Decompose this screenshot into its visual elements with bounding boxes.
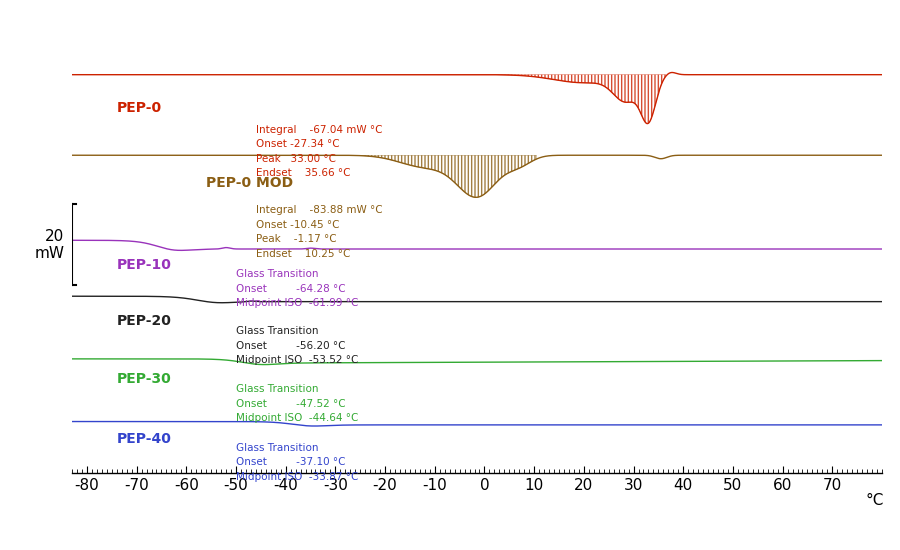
Text: Integral    -83.88 mW °C
Onset -10.45 °C
Peak    -1.17 °C
Endset    10.25 °C: Integral -83.88 mW °C Onset -10.45 °C Pe…	[256, 205, 382, 258]
Text: Glass Transition
Onset         -37.10 °C
Midpoint ISO  -33.87 °C: Glass Transition Onset -37.10 °C Midpoin…	[236, 443, 358, 482]
Text: PEP-0 MOD: PEP-0 MOD	[206, 176, 293, 190]
Text: PEP-30: PEP-30	[117, 372, 172, 386]
Text: PEP-10: PEP-10	[117, 258, 172, 272]
Text: °C: °C	[866, 493, 884, 508]
Text: Integral    -67.04 mW °C
Onset -27.34 °C
Peak   33.00 °C
Endset    35.66 °C: Integral -67.04 mW °C Onset -27.34 °C Pe…	[256, 125, 382, 178]
Text: PEP-0: PEP-0	[117, 101, 162, 116]
Text: 20
mW: 20 mW	[34, 229, 65, 261]
Text: Glass Transition
Onset         -64.28 °C
Midpoint ISO  -61.99 °C: Glass Transition Onset -64.28 °C Midpoin…	[236, 270, 358, 308]
Text: PEP-40: PEP-40	[117, 432, 172, 446]
Text: Glass Transition
Onset         -47.52 °C
Midpoint ISO  -44.64 °C: Glass Transition Onset -47.52 °C Midpoin…	[236, 384, 358, 423]
Text: PEP-20: PEP-20	[117, 314, 172, 328]
Text: Glass Transition
Onset         -56.20 °C
Midpoint ISO  -53.52 °C: Glass Transition Onset -56.20 °C Midpoin…	[236, 326, 358, 365]
